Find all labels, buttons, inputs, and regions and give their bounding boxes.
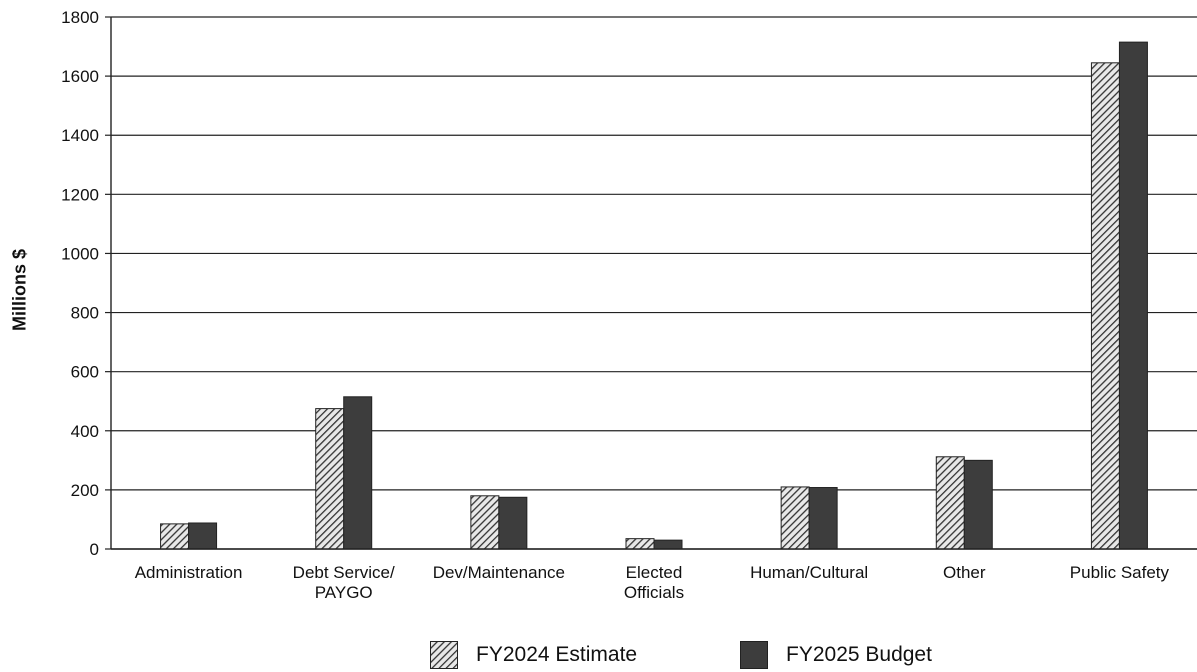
x-tick-label: Other <box>943 563 986 582</box>
y-tick-label: 1200 <box>61 185 99 204</box>
legend-swatch <box>740 641 768 669</box>
x-tick-label: Human/Cultural <box>750 563 869 582</box>
x-tick-label: Dev/Maintenance <box>432 563 565 582</box>
bar-fy2025 <box>963 459 993 550</box>
x-tick-label: Public Safety <box>1069 563 1170 582</box>
bar-fy2024 <box>780 486 810 550</box>
bar-fy2024 <box>470 495 500 550</box>
bar-fy2025 <box>343 396 373 550</box>
x-tick-label: Elected Officials <box>623 563 685 602</box>
y-tick-label: 1600 <box>61 67 99 86</box>
bar-fy2024 <box>935 456 965 550</box>
bar-fy2025 <box>188 522 218 550</box>
legend-swatch <box>430 641 458 669</box>
y-tick-label: 200 <box>71 481 99 500</box>
axes: 0 200 400 600 800 1000 1200 1400 1600 1800 <box>61 8 1197 559</box>
legend-label: FY2024 Estimate <box>476 643 638 666</box>
y-tick-label: 600 <box>71 363 99 382</box>
y-tick-label: 400 <box>71 422 99 441</box>
bar-fy2024 <box>1090 62 1120 550</box>
bar-fy2025 <box>808 487 838 550</box>
bar-fy2024 <box>625 538 655 550</box>
legend-item: FY2025 Budget <box>740 641 932 669</box>
bar-fy2025 <box>653 539 683 550</box>
gridlines <box>111 16 1197 550</box>
x-tick-label: Debt Service/PAYGO <box>292 563 395 602</box>
bar-fy2024 <box>315 408 345 550</box>
y-tick-label: 1400 <box>61 126 99 145</box>
y-tick-label: 1000 <box>61 244 99 263</box>
y-tick-label: 1800 <box>61 8 99 27</box>
legend-item: FY2024 Estimate <box>430 641 637 669</box>
y-axis-title: Millions $ <box>9 248 30 332</box>
bars <box>160 41 1148 550</box>
bar-fy2024 <box>160 523 190 550</box>
bar-fy2025 <box>498 496 528 550</box>
legend-label: FY2025 Budget <box>786 643 932 666</box>
bar-fy2025 <box>1118 41 1148 550</box>
y-tick-label: 0 <box>90 540 99 559</box>
y-tick-label: 800 <box>71 304 99 323</box>
x-tick-label: Administration <box>134 563 243 582</box>
